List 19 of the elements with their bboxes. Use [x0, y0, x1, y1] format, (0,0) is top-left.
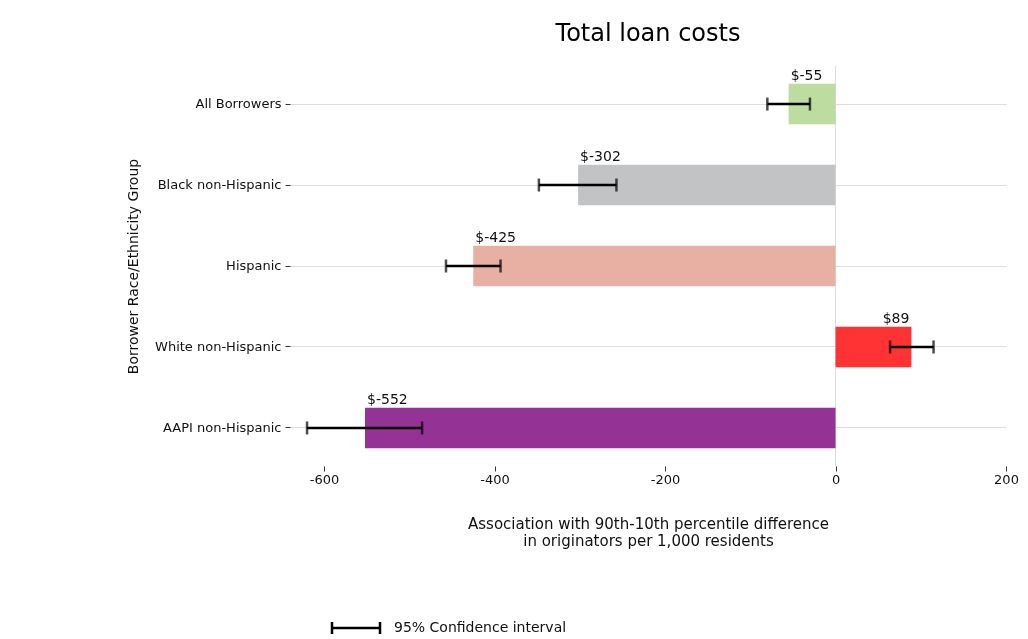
y-tick-label: White non-Hispanic [155, 338, 282, 354]
data-label: $-55 [790, 67, 823, 84]
text: 95% Confidence interval [394, 619, 567, 635]
data-label: $-552 [367, 390, 408, 407]
data-label: $-425 [475, 229, 516, 245]
y-tick-label: AAPI non-Hispanic [163, 419, 282, 435]
x-tick-label: -600 [309, 471, 340, 487]
x-axis-title: Association with 90th-10th percentile difference in originators per 1,000 residents [468, 514, 829, 550]
y-tick-label: All Borrowers [195, 96, 282, 112]
x-tick-label: -400 [480, 471, 510, 487]
x-tick-label: 0 [831, 471, 841, 487]
data-label: $-302 [580, 148, 621, 165]
y-tick-label: Hispanic [226, 258, 282, 273]
y-axis-title: Borrower Race/Ethnicity Group [125, 158, 142, 375]
chart-title: Total loan costs [554, 18, 741, 47]
y-tick-label: Black non-Hispanic [157, 177, 282, 193]
x-tick-label: 200 [994, 471, 1019, 487]
x-tick-label: -200 [650, 471, 681, 487]
data-label: $89 [882, 309, 910, 326]
